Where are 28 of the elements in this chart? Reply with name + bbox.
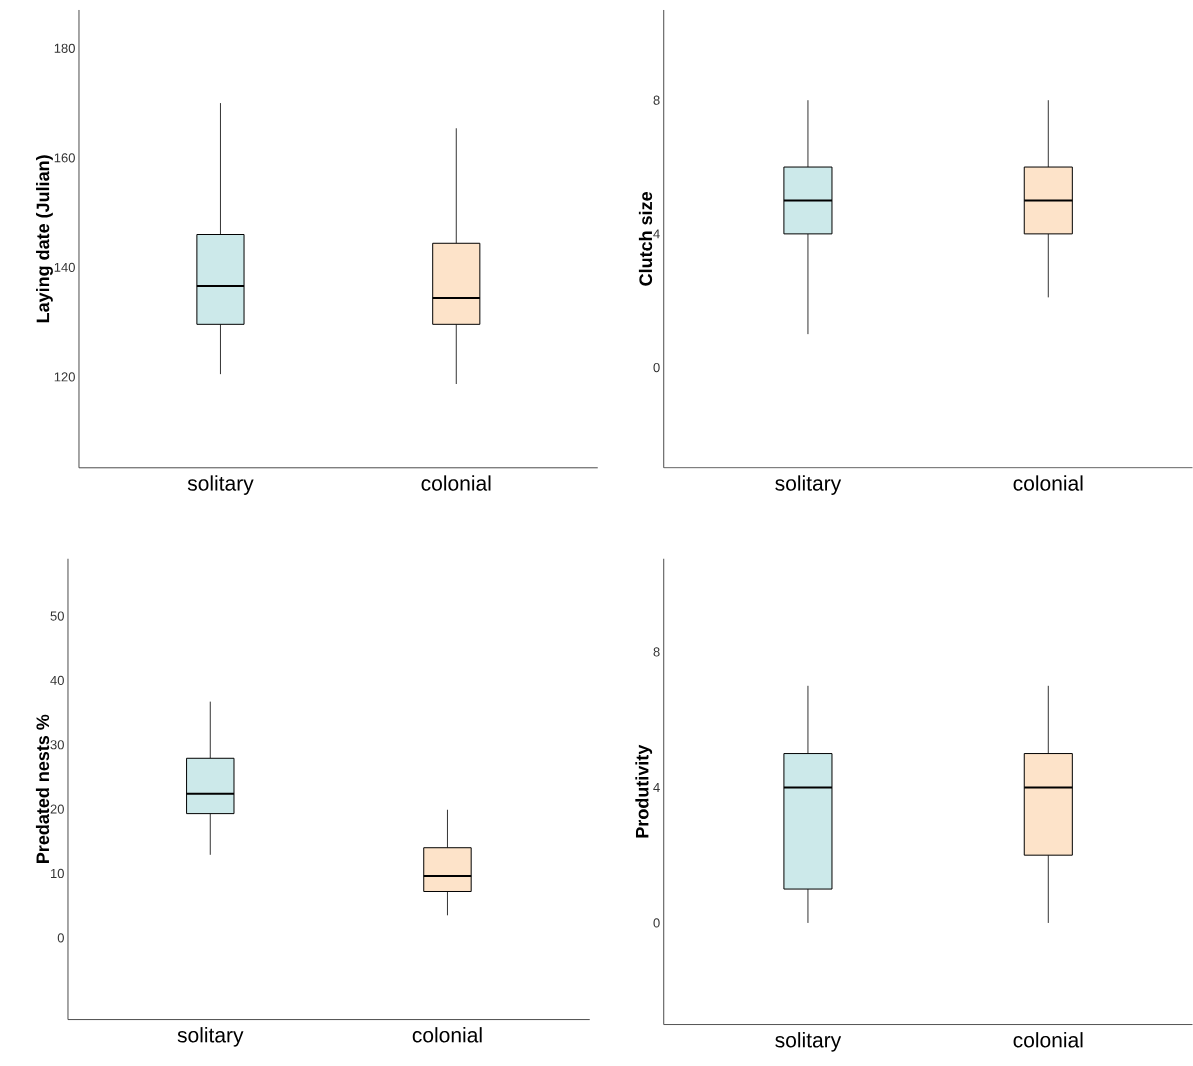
y-tick-label: 10	[50, 869, 64, 879]
y-tick-label: 8	[653, 95, 660, 106]
y-tick-label: 4	[653, 229, 660, 239]
y-axis-title: Laying date (Julian)	[36, 155, 53, 323]
y-tick-label: 140	[54, 262, 75, 273]
x-tick-label: colonial	[1013, 475, 1083, 491]
y-tick-label: 50	[50, 611, 64, 621]
y-tick-label: 180	[54, 43, 75, 54]
x-tick-label: solitary	[187, 475, 254, 496]
y-tick-label: 8	[653, 647, 660, 657]
x-tick-label: colonial	[412, 1027, 482, 1043]
x-tick-label: solitary	[177, 1027, 244, 1047]
y-tick-label: 160	[54, 153, 75, 163]
y-axis-title: Clutch size	[638, 192, 653, 286]
y-tick-label: 120	[54, 372, 75, 382]
y-tick-label: 0	[57, 933, 64, 943]
y-axis-title: Predated nests %	[35, 714, 50, 864]
y-tick-label: 0	[653, 918, 660, 928]
y-tick-label: 40	[50, 676, 64, 686]
x-tick-label: solitary	[775, 1032, 842, 1052]
y-tick-label: 20	[50, 804, 64, 814]
x-tick-label: colonial	[421, 475, 491, 491]
y-tick-label: 0	[653, 363, 660, 373]
y-tick-label: 4	[653, 783, 660, 793]
y-axis-title: Produtivity	[635, 744, 653, 838]
x-tick-label: solitary	[775, 475, 842, 496]
y-tick-label: 30	[50, 740, 64, 750]
x-tick-label: colonial	[1013, 1032, 1083, 1048]
